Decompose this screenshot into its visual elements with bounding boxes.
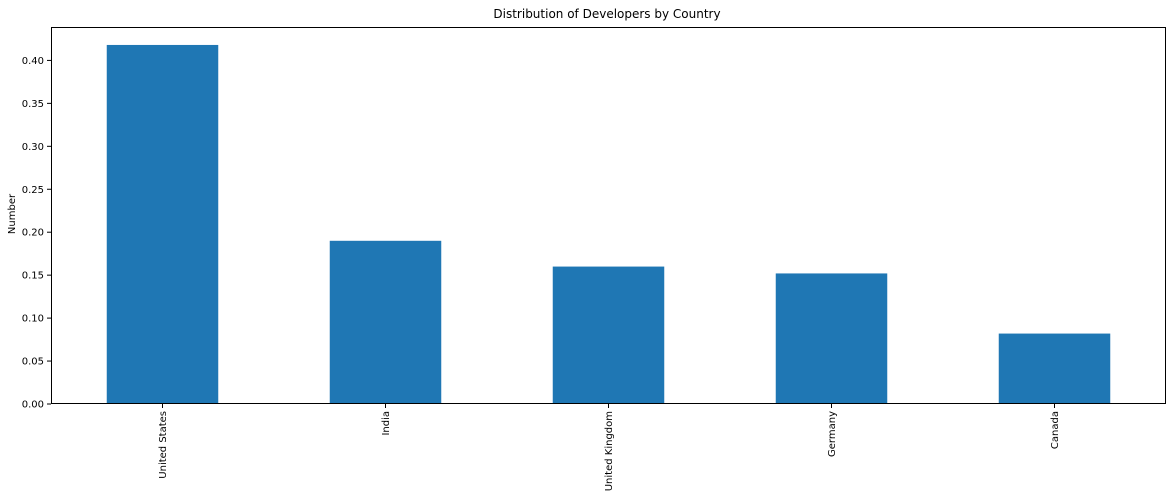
- y-tick-label: 0.15: [22, 271, 44, 282]
- bar-united-kingdom: [552, 266, 665, 404]
- x-tick-label: Canada: [1050, 411, 1061, 449]
- bars: [106, 44, 1111, 404]
- y-tick-label: 0.30: [22, 142, 44, 153]
- bar-united-states: [106, 44, 219, 404]
- bar-germany: [775, 273, 888, 404]
- bar-canada: [998, 333, 1111, 404]
- x-tick-label: United States: [158, 411, 169, 479]
- y-axis-ticks: 0.00 0.05 0.10 0.15 0.20 0.25 0.30 0.35 0.40: [22, 56, 51, 411]
- y-axis-label: Number: [7, 193, 18, 234]
- y-tick-label: 0.35: [22, 99, 44, 110]
- bar-india: [329, 240, 442, 404]
- chart-title: Distribution of Developers by Country: [493, 7, 720, 21]
- y-tick-label: 0.25: [22, 185, 44, 196]
- x-tick-label: United Kingdom: [604, 411, 615, 491]
- y-tick-label: 0.20: [22, 228, 44, 239]
- x-axis-ticks: United States India United Kingdom Germany C…: [158, 404, 1061, 491]
- x-tick-label: India: [381, 411, 392, 436]
- y-tick-label: 0.10: [22, 314, 44, 325]
- y-tick-label: 0.40: [22, 56, 44, 67]
- plot-area-frame: [51, 27, 1166, 404]
- x-tick-label: Germany: [827, 411, 838, 457]
- y-tick-label: 0.05: [22, 357, 44, 368]
- y-tick-label: 0.00: [22, 400, 44, 411]
